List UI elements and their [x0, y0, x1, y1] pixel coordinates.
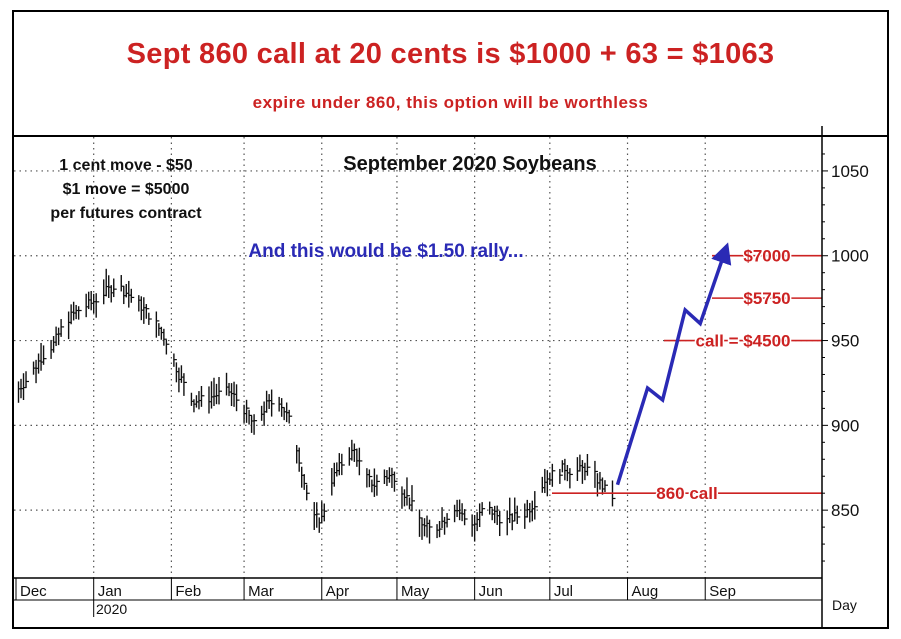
x-tick-label: Apr [326, 583, 349, 600]
annotation-label: 860 call [656, 484, 717, 503]
price-bar [559, 468, 563, 484]
price-bar [368, 469, 373, 488]
price-bar [60, 319, 65, 337]
price-bar [280, 398, 285, 417]
x-tick-label: Sep [709, 583, 736, 600]
x-tick-label: Aug [632, 583, 659, 600]
year-label: 2020 [96, 601, 127, 617]
x-tick-label: May [401, 583, 430, 600]
x-tick-label: Jan [98, 583, 122, 600]
price-bar [594, 460, 598, 488]
x-tick-label: Feb [175, 583, 201, 600]
price-bar [481, 502, 486, 516]
price-bar [316, 502, 320, 528]
price-bar [163, 328, 167, 346]
price-bar [235, 384, 240, 412]
price-bars [17, 268, 616, 544]
text-layer: September 2020 Soybeans 1 cent move - $5… [50, 153, 856, 617]
chart-frame: Sept 860 call at 20 cents is $1000 + 63 … [12, 10, 889, 629]
price-bar [253, 414, 258, 435]
annotation-layer: $7000 $5750 call = $4500 860 call [552, 245, 822, 505]
y-tick-label: 1050 [831, 162, 869, 181]
price-bar [173, 353, 177, 367]
x-tick-label: Dec [20, 583, 47, 600]
price-bar [323, 503, 328, 522]
subheadline: expire under 860, this option will be wo… [252, 93, 649, 112]
header-banner: Sept 860 call at 20 cents is $1000 + 63 … [14, 12, 887, 137]
note-line-3: per futures contract [50, 205, 202, 222]
price-bar [165, 339, 170, 355]
price-bar [218, 377, 223, 405]
price-bar [298, 447, 303, 472]
projection-layer [615, 242, 732, 486]
price-bar [516, 505, 521, 525]
price-bar [406, 477, 410, 506]
price-bar [393, 471, 398, 492]
price-bar [200, 386, 205, 407]
annotation-label: $7000 [743, 247, 790, 266]
price-bar [499, 510, 503, 537]
chart-title: September 2020 Soybeans [343, 153, 596, 175]
price-bar [428, 519, 433, 544]
price-bar [586, 454, 591, 476]
price-bar [376, 474, 380, 496]
price-bar [183, 373, 187, 396]
note-line-1: 1 cent move - $50 [59, 157, 193, 174]
price-bar [145, 304, 150, 319]
x-tick-label: Mar [248, 583, 274, 600]
price-bar [446, 513, 451, 528]
price-bar [148, 312, 152, 325]
price-bar [113, 278, 117, 298]
rally-note: And this would be $1.50 rally... [248, 241, 523, 262]
price-bar [604, 480, 608, 493]
price-bar [551, 463, 556, 487]
price-bar [569, 468, 573, 489]
y-tick-label: 1000 [831, 247, 869, 266]
price-bar [155, 311, 160, 338]
price-bar [306, 484, 310, 501]
price-bar [77, 306, 82, 320]
projection-arrow [615, 242, 732, 486]
grid-layer [14, 137, 822, 578]
price-bar [288, 409, 293, 424]
price-bar [248, 409, 253, 425]
annotation-label: call = $4500 [695, 332, 790, 351]
y-tick-label: 850 [831, 501, 859, 520]
price-bar [463, 509, 468, 526]
price-bar [341, 453, 345, 476]
y-tick-label: 900 [831, 416, 859, 435]
price-bar [411, 485, 415, 512]
x-tick-label: Jun [479, 583, 503, 600]
x-tick-label: Jul [554, 583, 573, 600]
annotation-label: $5750 [743, 289, 790, 308]
price-bar [534, 491, 538, 520]
price-bar [270, 389, 275, 417]
x-unit-label: Day [832, 597, 857, 613]
price-bar [42, 345, 47, 365]
price-bar [303, 474, 308, 490]
price-bar [95, 293, 100, 318]
y-tick-label: 950 [831, 332, 859, 351]
price-bar [130, 288, 135, 303]
price-bar [245, 399, 250, 423]
note-line-2: $1 move = $5000 [63, 181, 190, 198]
price-bar [438, 520, 443, 538]
price-bar [25, 371, 30, 388]
price-bar [358, 447, 363, 476]
axis-layer: 850 900 950 1000 1050 Dec Jan Feb Mar Apr May Jun Ju… [14, 126, 869, 629]
price-bar [488, 501, 493, 515]
headline: Sept 860 call at 20 cents is $1000 + 63 … [126, 38, 775, 70]
